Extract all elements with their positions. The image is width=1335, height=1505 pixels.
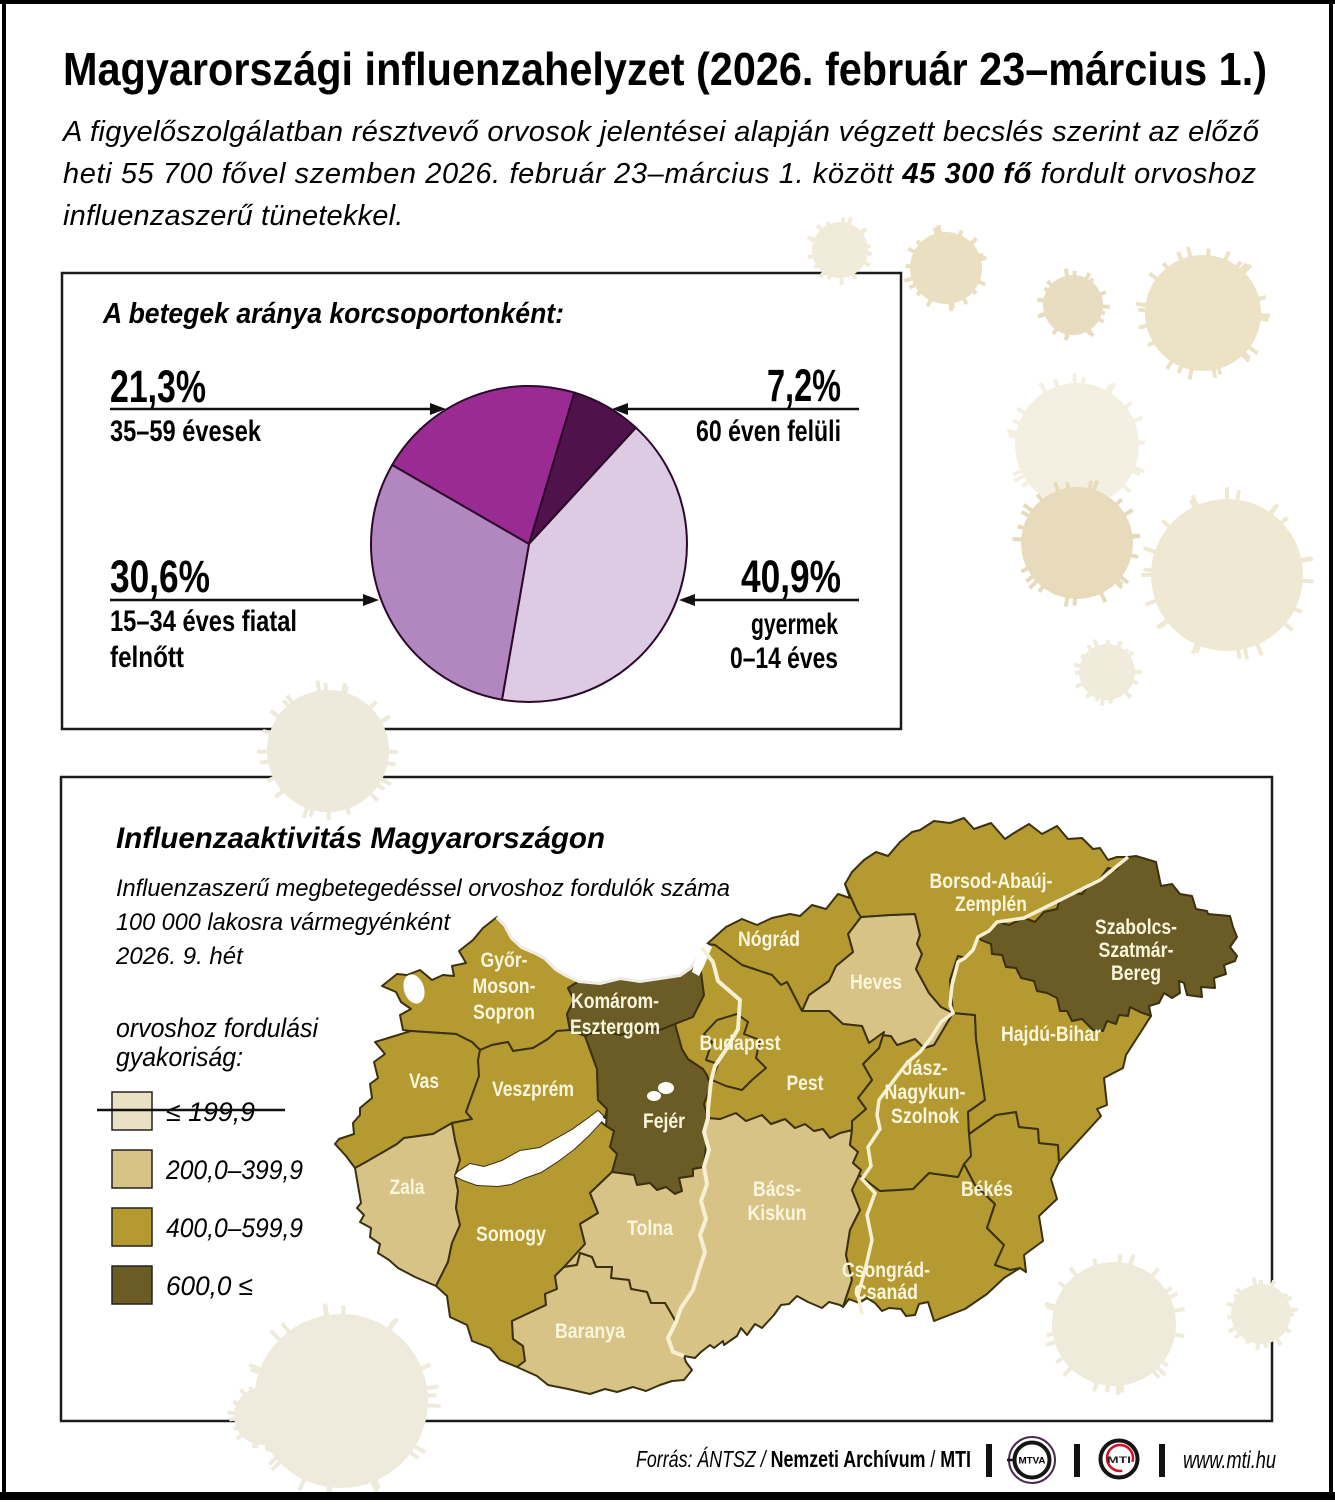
svg-text:Fejér: Fejér — [643, 1110, 685, 1133]
svg-text:heti 55 700 fővel szemben 2026: heti 55 700 fővel szemben 2026. február … — [63, 158, 1257, 190]
svg-text:Szatmár-: Szatmár- — [1099, 939, 1174, 962]
svg-text:30,6%: 30,6% — [110, 551, 210, 602]
svg-text:Influenzaszerű megbetegedéssel: Influenzaszerű megbetegedéssel orvoshoz … — [116, 875, 730, 902]
svg-text:Nógrád: Nógrád — [738, 928, 800, 951]
svg-text:A betegek aránya korcsoportonk: A betegek aránya korcsoportonként: — [102, 298, 564, 330]
svg-text:Bács-: Bács- — [753, 1178, 801, 1201]
svg-text:Baranya: Baranya — [555, 1320, 625, 1343]
svg-text:felnőtt: felnőtt — [110, 641, 184, 674]
svg-text:Csongrád-: Csongrád- — [842, 1259, 930, 1282]
svg-text:Győr-: Győr- — [481, 949, 528, 972]
svg-text:35–59 évesek: 35–59 évesek — [110, 415, 261, 448]
svg-text:15–34 éves fiatal: 15–34 éves fiatal — [110, 605, 297, 638]
svg-text:7,2%: 7,2% — [767, 360, 841, 411]
svg-text:Somogy: Somogy — [476, 1223, 546, 1246]
svg-text:2026. 9. hét: 2026. 9. hét — [115, 943, 244, 970]
svg-text:Bereg: Bereg — [1111, 962, 1161, 985]
svg-text:orvoshoz fordulási: orvoshoz fordulási — [116, 1013, 319, 1043]
svg-text:Budapest: Budapest — [700, 1032, 781, 1055]
svg-text:Vas: Vas — [409, 1070, 439, 1093]
svg-text:Tolna: Tolna — [627, 1217, 673, 1240]
svg-text:Forrás: ÁNTSZ / Nemzeti Archív: Forrás: ÁNTSZ / Nemzeti Archívum / MTI — [636, 1446, 971, 1472]
svg-text:A figyelőszolgálatban résztvev: A figyelőszolgálatban résztvevő orvosok … — [61, 116, 1260, 148]
svg-text:40,9%: 40,9% — [741, 551, 841, 602]
svg-text:MTVA: MTVA — [1019, 1456, 1046, 1467]
svg-text:influenzaszerű tünetekkel.: influenzaszerű tünetekkel. — [63, 200, 404, 232]
svg-text:gyakoriság:: gyakoriság: — [116, 1042, 243, 1072]
svg-text:Heves: Heves — [850, 971, 902, 994]
svg-text:Sopron: Sopron — [473, 1001, 535, 1024]
svg-text:Hajdú-Bihar: Hajdú-Bihar — [1001, 1023, 1101, 1046]
svg-text:Jász-: Jász- — [903, 1057, 948, 1080]
svg-text:Zemplén: Zemplén — [955, 893, 1027, 916]
svg-text:gyermek: gyermek — [751, 608, 838, 641]
svg-text:21,3%: 21,3% — [110, 361, 206, 412]
svg-text:200,0–399,9: 200,0–399,9 — [165, 1155, 303, 1185]
svg-text:Csanád: Csanád — [854, 1281, 918, 1304]
svg-text:Influenzaaktivitás Magyarorszá: Influenzaaktivitás Magyarországon — [116, 822, 605, 855]
svg-text:Esztergom: Esztergom — [570, 1016, 660, 1039]
svg-text:Veszprém: Veszprém — [492, 1078, 574, 1101]
svg-text:www.mti.hu: www.mti.hu — [1183, 1447, 1276, 1474]
svg-text:60 éven felüli: 60 éven felüli — [696, 415, 841, 448]
svg-text:100 000 lakosra vármegyénként: 100 000 lakosra vármegyénként — [116, 909, 451, 936]
svg-text:Moson-: Moson- — [473, 975, 536, 998]
svg-text:Szolnok: Szolnok — [891, 1105, 959, 1128]
svg-text:≤ 199,9: ≤ 199,9 — [166, 1097, 255, 1127]
svg-text:600,0 ≤: 600,0 ≤ — [166, 1271, 253, 1301]
svg-text:Pest: Pest — [787, 1072, 824, 1095]
svg-text:Borsod-Abaúj-: Borsod-Abaúj- — [930, 870, 1053, 893]
svg-text:Magyarországi influenzahelyzet: Magyarországi influenzahelyzet (2026. fe… — [63, 43, 1267, 95]
svg-text:400,0–599,9: 400,0–599,9 — [166, 1213, 303, 1243]
svg-text:Komárom-: Komárom- — [571, 990, 659, 1013]
svg-text:Kiskun: Kiskun — [748, 1202, 807, 1225]
svg-text:Zala: Zala — [390, 1176, 425, 1199]
svg-text:0–14 éves: 0–14 éves — [730, 642, 838, 675]
svg-text:MTI: MTI — [1107, 1455, 1131, 1466]
svg-text:Szabolcs-: Szabolcs- — [1095, 916, 1177, 939]
svg-text:Békés: Békés — [961, 1178, 1013, 1201]
svg-text:Nagykun-: Nagykun- — [885, 1081, 966, 1104]
